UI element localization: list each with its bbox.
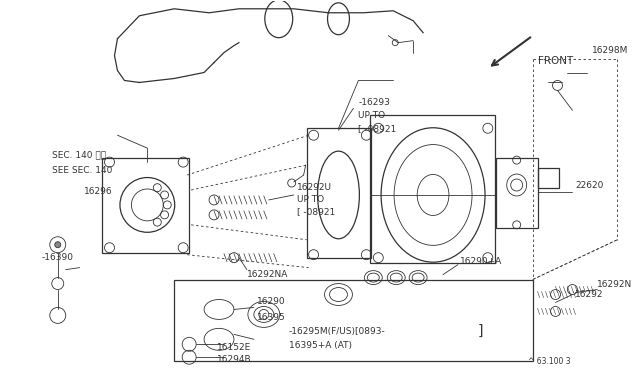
Text: 16298M: 16298M <box>593 46 628 55</box>
Text: FRONT: FRONT <box>538 55 573 65</box>
Bar <box>538 168 559 188</box>
Text: 16292: 16292 <box>575 290 604 299</box>
Text: 16294B: 16294B <box>217 355 252 364</box>
Text: 16395: 16395 <box>257 313 285 322</box>
Text: 22620: 22620 <box>575 180 604 189</box>
Text: 16296: 16296 <box>84 187 112 196</box>
Bar <box>307 128 371 258</box>
Text: -16293: -16293 <box>358 98 390 107</box>
Text: UP TO: UP TO <box>358 111 385 120</box>
Text: SEE SEC. 140: SEE SEC. 140 <box>52 166 112 174</box>
Bar <box>371 115 495 263</box>
Text: 16292U: 16292U <box>297 183 332 192</box>
Text: ^ 63.100 3: ^ 63.100 3 <box>527 357 570 366</box>
Text: 16395+A (AT): 16395+A (AT) <box>289 341 352 350</box>
Text: SEC. 140 参照: SEC. 140 参照 <box>52 151 106 160</box>
Text: -16390: -16390 <box>42 253 74 262</box>
Bar <box>174 280 532 361</box>
Text: UP TO: UP TO <box>297 195 324 205</box>
Text: 16292N: 16292N <box>597 280 632 289</box>
Text: 16290: 16290 <box>257 297 285 306</box>
Text: -16295M(F/US)[0893-: -16295M(F/US)[0893- <box>289 327 385 336</box>
Text: ]: ] <box>478 324 483 339</box>
Text: [ -08921: [ -08921 <box>358 124 397 133</box>
Bar <box>102 158 189 253</box>
Text: 16290+A: 16290+A <box>460 257 502 266</box>
Circle shape <box>55 242 61 248</box>
Text: [ -08921: [ -08921 <box>297 207 335 217</box>
Text: 16292NA: 16292NA <box>247 270 288 279</box>
Bar <box>496 158 538 228</box>
Text: 16152E: 16152E <box>217 343 252 352</box>
